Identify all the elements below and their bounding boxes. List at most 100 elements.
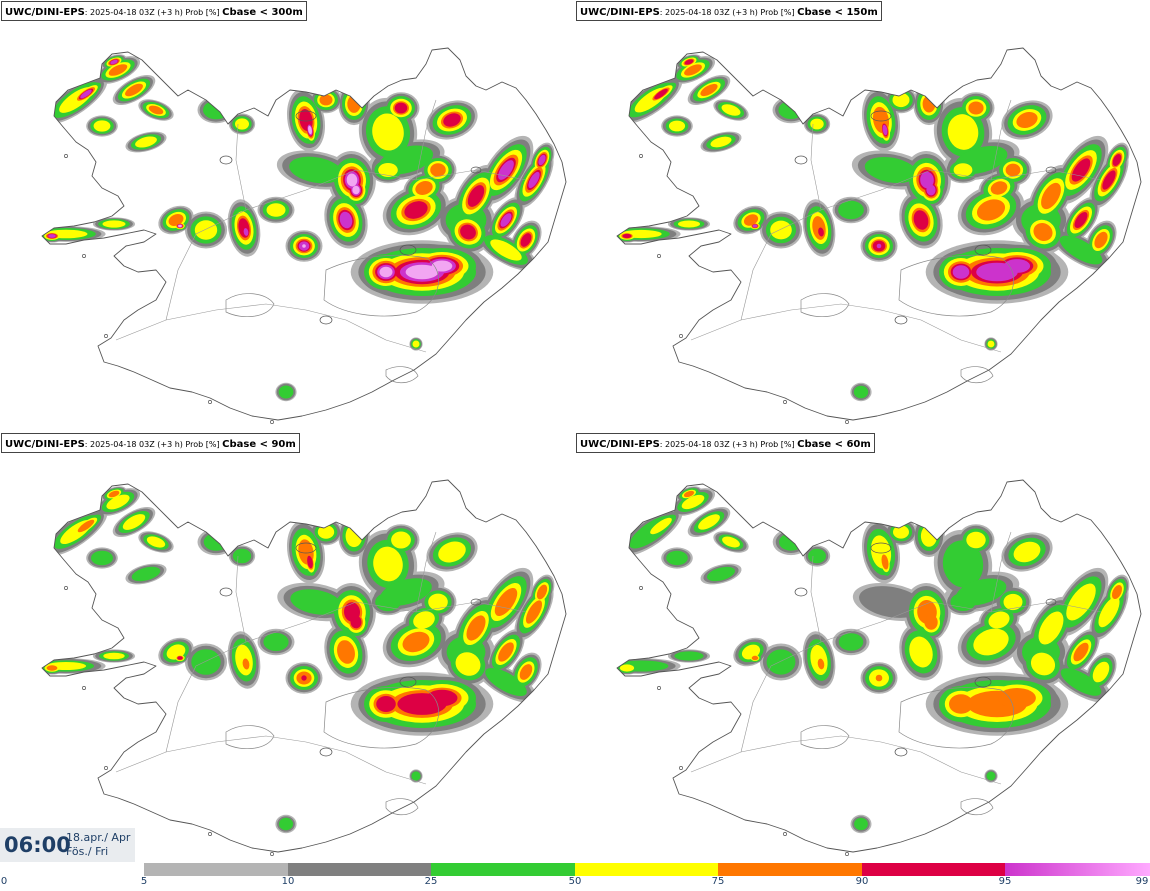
probability-contour-19: [308, 125, 312, 135]
valid-date-day-month: 18.apr./ Apr: [66, 831, 131, 844]
probability-contour-3: [110, 59, 118, 65]
probability-contour-34: [525, 600, 543, 624]
probability-contour-49: [1060, 668, 1102, 696]
probability-contour-43: [149, 284, 159, 292]
probability-contour-50: [778, 101, 804, 119]
probability-contour-39: [263, 633, 289, 651]
legend-tick-5: 5: [140, 876, 148, 887]
iceland-probability-map: [41, 47, 567, 424]
probability-contour-26: [976, 199, 1006, 221]
lake-outline-1: [399, 244, 417, 256]
probability-contour-39: [266, 203, 286, 217]
probability-contour-28: [428, 593, 448, 611]
probability-contour-30: [467, 185, 485, 207]
probability-contour-23: [926, 184, 936, 196]
island-outline-4: [845, 420, 849, 424]
probability-field: [617, 54, 1130, 402]
probability-contour-43: [146, 281, 162, 295]
probability-contour-5: [722, 536, 740, 548]
probability-contour-36: [1094, 231, 1108, 249]
probability-contour-42: [952, 265, 970, 279]
probability-contour-14: [242, 658, 250, 670]
probability-contour-36: [520, 233, 532, 247]
probability-contour-31: [455, 652, 481, 676]
probability-contour-3: [108, 490, 120, 498]
probability-contour-28: [1005, 163, 1021, 177]
probability-contour-45: [278, 817, 294, 831]
legend-segment-10-25: [288, 863, 431, 876]
road-lines: [115, 531, 527, 785]
probability-contour-29: [1013, 541, 1041, 563]
probability-contour-14: [243, 228, 249, 236]
probability-contour-19: [307, 555, 313, 569]
island-outline-4: [270, 852, 274, 856]
probability-contour-41: [426, 689, 458, 707]
iceland-coastline: [41, 479, 567, 853]
glacier-outline: [225, 686, 439, 816]
probability-contour-28: [430, 163, 446, 177]
map-panel-cbase-60: UWC/DINI-EPS: 2025-04-18 03Z (+3 h) Prob…: [575, 432, 1150, 864]
probability-contour-5: [148, 105, 164, 115]
probability-contour-37: [968, 101, 984, 115]
iceland-coastline: [41, 47, 567, 421]
probability-contour-43: [723, 283, 735, 293]
probability-contour-33: [1074, 212, 1088, 228]
probability-contour-4: [700, 83, 718, 97]
panel-title: UWC/DINI-EPS: 2025-04-18 03Z (+3 h) Prob…: [576, 1, 882, 21]
probability-contour-43: [721, 281, 737, 295]
probability-contour-1: [650, 517, 672, 535]
probability-contour-21: [345, 524, 363, 548]
probability-contour-38: [953, 163, 973, 177]
road-lines: [690, 531, 1102, 785]
probability-contour-27: [990, 181, 1008, 195]
probability-contour-17: [810, 118, 824, 130]
probability-contour-43: [723, 715, 735, 725]
probability-contour-35: [1111, 584, 1123, 600]
probability-contour-11: [178, 224, 182, 228]
probability-contour-44: [987, 340, 995, 348]
island-outline-1: [657, 254, 661, 258]
lake-outline-2: [219, 587, 233, 597]
probability-contour-29: [1016, 111, 1038, 129]
map-content: [41, 47, 567, 424]
probability-contour-43: [147, 714, 161, 726]
legend-tick-25: 25: [424, 876, 438, 887]
probability-contour-35: [536, 584, 548, 600]
probability-contour-51: [666, 550, 688, 566]
probability-contour-43: [721, 713, 737, 727]
probability-contour-5: [721, 104, 741, 116]
island-outline-2: [679, 334, 683, 338]
probability-contour-43: [722, 282, 736, 294]
legend-segment-5-10: [144, 863, 288, 876]
probability-contour-35: [538, 154, 546, 166]
probability-contour-6: [710, 136, 732, 148]
island-outline-1: [82, 254, 86, 258]
lake-outline-3: [1045, 598, 1057, 606]
legend-tick-99: 99: [1135, 876, 1149, 887]
road-lines: [115, 99, 527, 353]
panel-title: UWC/DINI-EPS: 2025-04-18 03Z (+3 h) Prob…: [576, 433, 875, 453]
probability-contour-23: [350, 615, 362, 629]
probability-contour-45: [854, 817, 868, 831]
legend-segment-75-90: [718, 863, 862, 876]
probability-contour-40: [405, 264, 439, 280]
glacier-outline: [225, 254, 439, 384]
lake-outline-4: [319, 747, 333, 757]
map-panel-cbase-300: UWC/DINI-EPS: 2025-04-18 03Z (+3 h) Prob…: [0, 0, 575, 432]
probability-contour-1: [77, 519, 95, 533]
probability-contour-32: [1066, 583, 1096, 621]
probability-contour-47: [864, 156, 918, 184]
probability-contour-47: [289, 156, 343, 184]
probability-contour-8: [46, 665, 58, 671]
legend-tick-0: 0: [0, 876, 8, 887]
probability-contour-19: [882, 124, 888, 136]
probability-contour-11: [751, 655, 759, 661]
island-outline-1: [82, 686, 86, 690]
probability-contour-24: [337, 640, 355, 664]
probability-contour-11: [752, 224, 758, 228]
probability-contour-43: [722, 714, 736, 726]
probability-contour-51: [91, 550, 113, 566]
probability-contour-24: [909, 636, 933, 668]
valid-time: 06:00: [4, 833, 71, 857]
island-outline-4: [845, 852, 849, 856]
